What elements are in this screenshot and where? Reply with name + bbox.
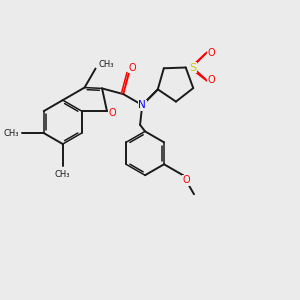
Text: CH₃: CH₃ <box>98 60 114 69</box>
Text: S: S <box>189 62 196 73</box>
Text: CH₃: CH₃ <box>3 129 19 138</box>
Text: O: O <box>208 76 215 85</box>
Text: O: O <box>182 175 190 185</box>
Text: N: N <box>138 100 146 110</box>
Text: O: O <box>208 48 215 58</box>
Text: O: O <box>128 63 136 73</box>
Text: CH₃: CH₃ <box>55 170 70 179</box>
Text: O: O <box>108 108 116 118</box>
